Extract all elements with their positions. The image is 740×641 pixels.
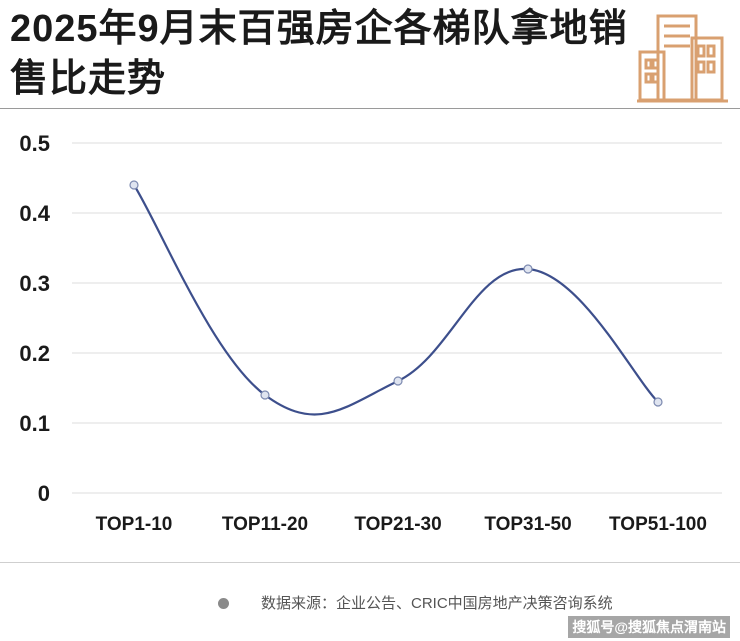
watermark: 搜狐号@搜狐焦点渭南站 (568, 616, 730, 638)
data-point (393, 376, 403, 386)
y-tick-label: 0 (38, 481, 50, 506)
data-point (129, 180, 139, 190)
x-tick-label: TOP11-20 (222, 514, 308, 535)
x-tick-label: TOP31-50 (484, 514, 571, 535)
data-point (653, 397, 663, 407)
bottom-divider (0, 562, 740, 563)
chart-title: 2025年9月末百强房企各梯队拿地销售比走势 (10, 8, 628, 100)
y-tick-label: 0.2 (19, 341, 50, 366)
x-tick-label: TOP51-100 (609, 514, 707, 535)
x-axis-ticks: TOP1-10 TOP11-20 TOP21-30 TOP31-50 TOP51-100 (96, 514, 707, 535)
data-point (260, 390, 270, 400)
y-tick-label: 0.5 (19, 131, 50, 156)
y-tick-label: 0.3 (19, 271, 50, 296)
top-divider (0, 108, 740, 109)
y-axis-ticks: 0 0.1 0.2 0.3 0.4 0.5 (19, 131, 50, 506)
line-chart: 0 0.1 0.2 0.3 0.4 0.5 TOP1-10 TOP11-20 TOP21-30… (19, 131, 722, 535)
source-note: 数据来源：企业公告、CRIC中国房地产决策咨询系统 (218, 592, 613, 613)
gridlines (72, 142, 722, 494)
y-tick-label: 0.4 (19, 201, 50, 226)
y-tick-label: 0.1 (19, 411, 50, 436)
city-buildings-icon (637, 14, 728, 103)
data-points (129, 180, 663, 407)
source-text: 数据来源：企业公告、CRIC中国房地产决策咨询系统 (261, 595, 613, 612)
x-tick-label: TOP1-10 (96, 514, 173, 535)
data-point (523, 264, 533, 274)
x-tick-label: TOP21-30 (354, 514, 441, 535)
bullet-dot (218, 597, 229, 609)
